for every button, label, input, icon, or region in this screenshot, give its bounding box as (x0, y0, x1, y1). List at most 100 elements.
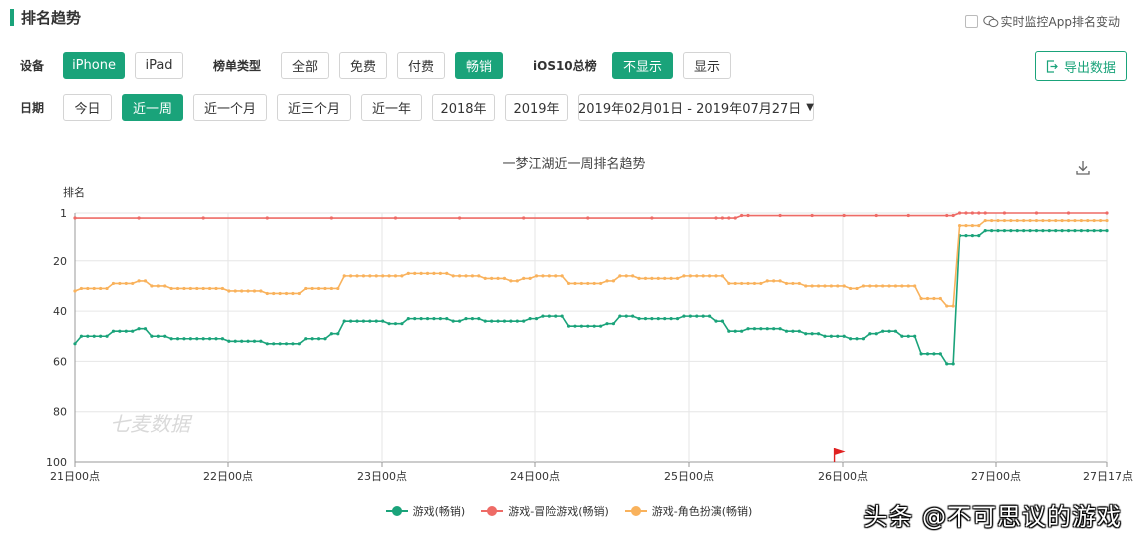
series-point (547, 314, 551, 318)
series-point (227, 289, 231, 293)
series-point (1060, 218, 1064, 223)
legend-item[interactable]: 游戏(畅销) (385, 503, 465, 519)
series-point (1041, 229, 1045, 233)
series-point (797, 281, 801, 286)
series-point (438, 317, 442, 321)
legend-item[interactable]: 游戏-角色扮演(畅销) (624, 503, 752, 519)
series-point (650, 216, 654, 220)
series-point (746, 327, 750, 331)
series-point (163, 284, 167, 288)
ios10-show-button[interactable]: 显示 (683, 52, 731, 79)
series-point (400, 274, 404, 278)
series-point (175, 286, 180, 291)
wechat-icon (982, 15, 998, 28)
series-point (566, 324, 571, 328)
series-point (464, 317, 468, 321)
series-point (240, 339, 244, 343)
series-point (740, 281, 744, 286)
export-data-button[interactable]: 导出数据 (1035, 51, 1127, 81)
series-point (259, 289, 263, 293)
series-point (566, 281, 571, 286)
series-point (637, 317, 641, 321)
series-point (457, 274, 462, 278)
date-range-text: 2019年02月01日 - 2019年07月27日 (578, 102, 802, 117)
date-month-button[interactable]: 近一个月 (193, 94, 267, 121)
series-point (752, 327, 757, 331)
list-type-free-button[interactable]: 免费 (339, 52, 387, 79)
series-point (457, 319, 462, 323)
device-iphone-button[interactable]: iPhone (63, 52, 125, 79)
date-week-button[interactable]: 近一周 (122, 94, 183, 121)
series-point (541, 274, 545, 278)
title-accent-bar (10, 8, 14, 26)
series-point (1105, 229, 1109, 233)
monitor-toggle[interactable]: 实时监控App排名变动 (964, 13, 1120, 30)
series-point (631, 274, 635, 278)
date-2018-button[interactable]: 2018年 (432, 94, 495, 121)
series-point (951, 362, 955, 366)
series-point (650, 317, 654, 321)
series-point (977, 223, 981, 228)
series-point (522, 216, 526, 220)
x-tick-label: 22日00点 (203, 470, 253, 483)
series-point (842, 213, 846, 218)
series-point (701, 314, 705, 318)
y-tick-label: 100 (46, 456, 67, 469)
series-point (528, 276, 532, 280)
series-point (900, 334, 904, 338)
monitor-checkbox[interactable] (964, 15, 978, 28)
series-point (688, 314, 692, 318)
x-tick-label: 21日00点 (50, 470, 100, 483)
series-point (874, 213, 878, 218)
series-point (470, 274, 475, 278)
series-point (778, 279, 782, 283)
date-2019-button[interactable]: 2019年 (505, 94, 568, 121)
list-type-all-button[interactable]: 全部 (281, 52, 329, 79)
series-point (201, 337, 205, 341)
series-point (599, 281, 603, 286)
series-point (1034, 211, 1039, 215)
series-point (765, 279, 769, 283)
list-type-paid-button[interactable]: 付费 (397, 52, 445, 79)
series-point (316, 337, 321, 341)
series-point (284, 342, 289, 346)
date-3months-button[interactable]: 近三个月 (277, 94, 351, 121)
y-tick-label: 1 (60, 207, 67, 220)
chart-title: 一梦江湖近一周排名趋势 (502, 156, 645, 172)
date-range-picker[interactable]: 2019年02月01日 - 2019年07月27日 ▼ (578, 94, 814, 121)
series-point (445, 317, 449, 321)
legend-item[interactable]: 游戏-冒险游戏(畅销) (481, 503, 609, 519)
series-point (169, 337, 173, 341)
series-point (964, 223, 968, 228)
series-point (1073, 218, 1077, 223)
series-point (579, 324, 583, 328)
series-point (752, 281, 757, 286)
download-icon[interactable] (1076, 161, 1090, 175)
series-point (707, 314, 712, 318)
series-point (701, 274, 705, 278)
date-year-button[interactable]: 近一年 (361, 94, 422, 121)
list-type-grossing-button[interactable]: 畅销 (455, 52, 503, 79)
series-point (156, 334, 160, 338)
series-point (663, 276, 667, 280)
series-point (675, 276, 680, 280)
series-point (483, 276, 487, 280)
series-point (586, 281, 590, 286)
series-point (727, 281, 731, 286)
chart-area: 一梦江湖近一周排名趋势 排名 1 20 40 60 80 100 21日00点 22日00点 2… (0, 140, 1138, 544)
series-point (906, 284, 910, 288)
series-point (425, 317, 430, 321)
series-point (214, 286, 218, 291)
filter-row-date: 日期 今日 近一周 近一个月 近三个月 近一年 2018年 2019年 2019… (20, 94, 814, 121)
series-point (387, 322, 391, 326)
event-flag-icon[interactable] (833, 448, 846, 462)
ios10-hide-button[interactable]: 不显示 (612, 52, 673, 79)
series-point (99, 286, 103, 291)
series-point (259, 339, 263, 343)
series-point (1047, 218, 1051, 223)
device-ipad-button[interactable]: iPad (135, 52, 183, 79)
date-today-button[interactable]: 今日 (63, 94, 112, 121)
series-point (823, 284, 827, 288)
series-point (323, 337, 327, 341)
series-point (1002, 211, 1007, 215)
